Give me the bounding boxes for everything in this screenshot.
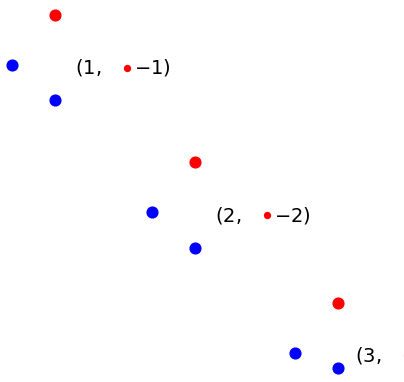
Point [192, 245, 198, 251]
Point [124, 65, 130, 71]
Point [9, 62, 15, 68]
Text: $(2,$: $(2,$ [215, 204, 241, 225]
Point [264, 212, 270, 218]
Text: $-2)$: $-2)$ [274, 204, 311, 225]
Text: $(1,$: $(1,$ [75, 58, 101, 78]
Text: $-1)$: $-1)$ [134, 58, 171, 78]
Point [149, 209, 155, 215]
Point [52, 12, 58, 18]
Point [335, 365, 341, 371]
Point [292, 350, 298, 356]
Text: $(3,$: $(3,$ [355, 345, 381, 366]
Point [52, 97, 58, 103]
Point [335, 300, 341, 306]
Point [192, 159, 198, 165]
